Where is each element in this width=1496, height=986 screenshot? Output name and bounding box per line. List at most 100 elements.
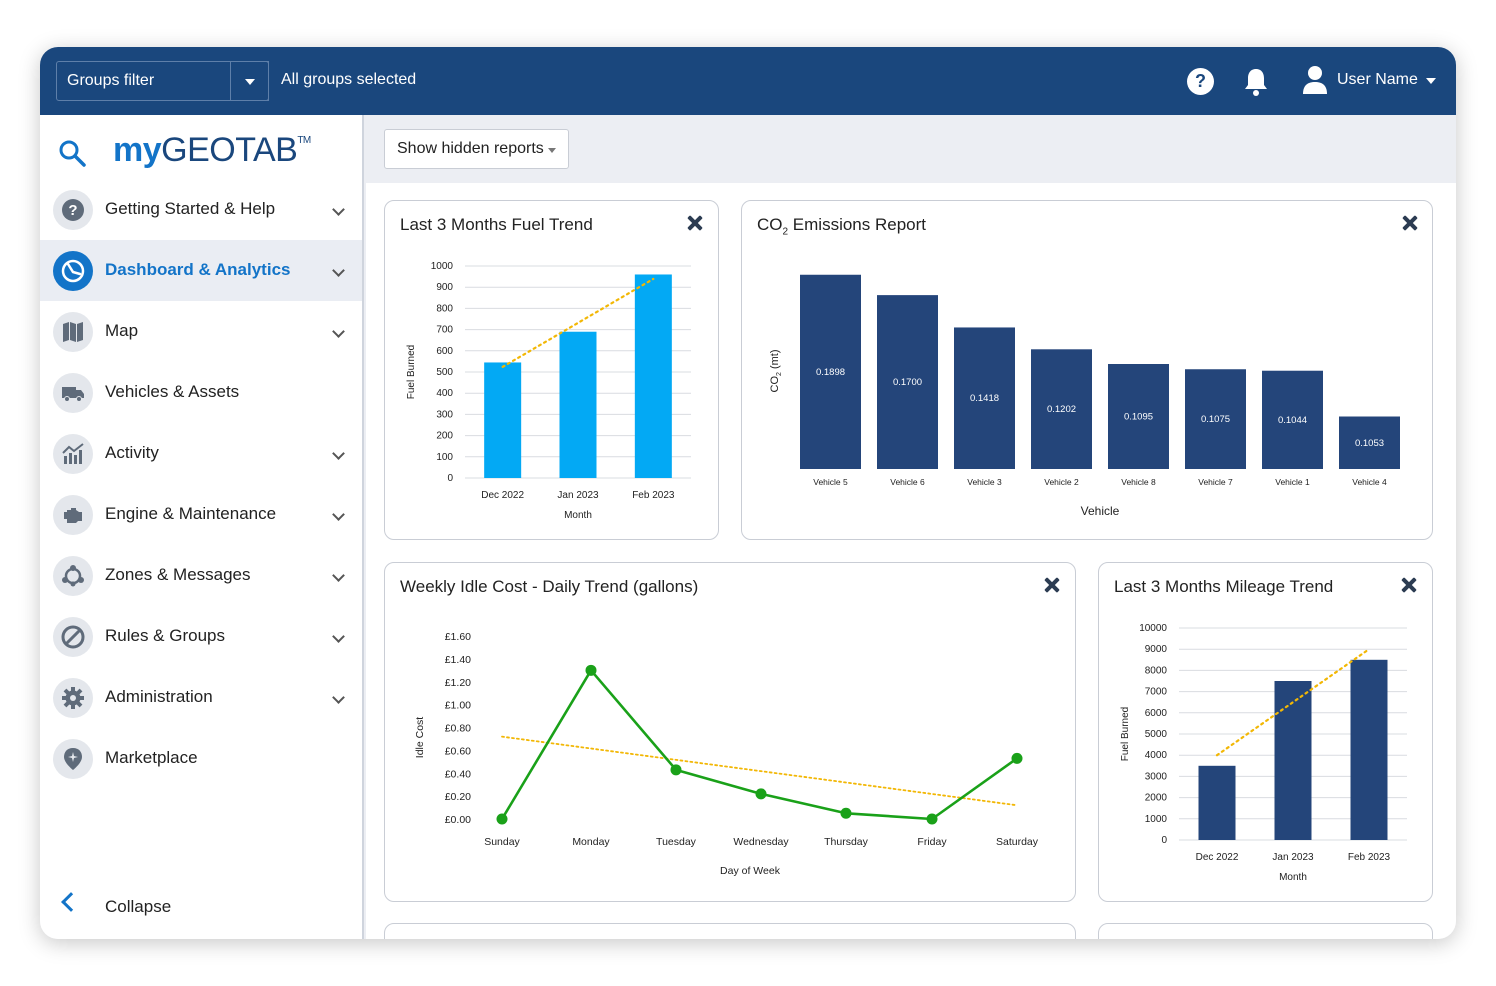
sidebar: myGEOTABTM ? Getting Started & Help Dashbo…: [40, 115, 364, 939]
chevron-down-icon[interactable]: [332, 691, 345, 704]
sidebar-item-label: Rules & Groups: [105, 626, 225, 645]
y-tick-label: 500: [436, 367, 453, 378]
x-tick-label: Vehicle 3: [967, 477, 1002, 487]
data-label: 0.1044: [1278, 415, 1307, 426]
user-name-menu[interactable]: User Name: [1337, 71, 1418, 88]
x-axis-label: Month: [1279, 872, 1307, 883]
x-tick-label: Sunday: [484, 836, 520, 848]
help-icon[interactable]: ?: [1187, 68, 1214, 95]
dashboard-gauge-icon: [53, 251, 93, 291]
data-label: 0.1700: [893, 377, 922, 388]
marketplace-pin-icon: [53, 739, 93, 779]
x-tick-label: Friday: [917, 836, 947, 848]
chevron-down-icon[interactable]: [332, 325, 345, 338]
y-tick-label: £1.20: [445, 677, 471, 689]
sidebar-item-rules-groups[interactable]: Rules & Groups: [40, 606, 362, 667]
y-tick-label: 400: [436, 388, 453, 399]
sidebar-item-label: Getting Started & Help: [105, 199, 276, 218]
x-tick-label: Vehicle 7: [1198, 477, 1233, 487]
chevron-down-icon[interactable]: [332, 203, 345, 216]
chevron-down-icon[interactable]: [332, 508, 345, 521]
groups-filter-dropdown-button[interactable]: [230, 61, 269, 101]
chevron-down-icon[interactable]: [332, 264, 345, 277]
y-tick-label: 300: [436, 409, 453, 420]
sidebar-item-map[interactable]: Map: [40, 301, 362, 362]
data-label: 0.1898: [816, 367, 845, 378]
fuel-trend-card: Last 3 Months Fuel Trend 0 100 200 300 400 50…: [384, 200, 719, 540]
groups-selected-text: All groups selected: [281, 71, 417, 88]
data-point: [755, 788, 767, 800]
mileage-trend-chart: 0 1000 2000 3000 4000 5000 6000 7000 8000 9000 100…: [1120, 623, 1407, 883]
y-tick-label: £1.00: [445, 700, 471, 712]
data-label: 0.1095: [1124, 412, 1153, 423]
sidebar-item-label: Administration: [105, 687, 213, 706]
card-title: Last 3 Months Mileage Trend: [1114, 577, 1334, 596]
y-tick-label: 0: [447, 473, 453, 484]
y-tick-label: £0.20: [445, 791, 471, 803]
sidebar-item-activity[interactable]: Activity: [40, 423, 362, 484]
sidebar-item-marketplace[interactable]: Marketplace: [40, 728, 362, 789]
svg-text:?: ?: [68, 202, 77, 219]
bar: [559, 331, 597, 478]
sidebar-item-dashboard-analytics[interactable]: Dashboard & Analytics: [40, 240, 362, 301]
chevron-down-icon[interactable]: [332, 630, 345, 643]
y-tick-label: 4000: [1145, 750, 1168, 761]
idle-cost-chart: £0.00 £0.20 £0.40 £0.60 £0.80 £1.00 £1.20 £1.40…: [414, 631, 1039, 877]
y-tick-label: 600: [436, 346, 453, 357]
sidebar-item-zones-messages[interactable]: Zones & Messages: [40, 545, 362, 606]
bar: [1274, 681, 1312, 840]
y-tick-label: 10000: [1139, 623, 1167, 634]
y-tick-label: 8000: [1145, 665, 1168, 676]
bar: [1262, 370, 1323, 469]
data-point: [670, 764, 682, 776]
chevron-down-icon[interactable]: [332, 569, 345, 582]
card-title: Weekly Idle Cost - Daily Trend (gallons): [400, 577, 699, 596]
card-title: CO2 Emissions Report: [757, 215, 926, 238]
bar: [1198, 765, 1236, 840]
y-tick-label: £1.40: [445, 654, 471, 666]
truck-icon: [53, 373, 93, 413]
sidebar-item-engine-maintenance[interactable]: Engine & Maintenance: [40, 484, 362, 545]
collapse-button[interactable]: Collapse: [105, 897, 172, 916]
mygeotab-logo[interactable]: myGEOTABTM: [113, 131, 311, 169]
search-icon[interactable]: [58, 139, 86, 167]
co2-emissions-chart: 0.1898 Vehicle 5 0.1700 Vehicle 6 0.1418 Vehi…: [769, 274, 1400, 518]
trendline: [501, 735, 1018, 807]
y-tick-label: £0.60: [445, 745, 471, 757]
x-tick-label: Feb 2023: [1348, 852, 1391, 863]
y-tick-label: 1000: [1145, 814, 1168, 825]
user-icon[interactable]: [1302, 65, 1328, 95]
bar: [1031, 349, 1092, 469]
y-tick-label: £0.80: [445, 723, 471, 735]
data-point: [585, 664, 597, 676]
gear-icon: [53, 678, 93, 718]
y-tick-label: 700: [436, 325, 453, 336]
x-tick-label: Thursday: [824, 836, 869, 848]
x-tick-label: Tuesday: [656, 836, 697, 848]
sidebar-item-vehicles-assets[interactable]: Vehicles & Assets: [40, 362, 362, 423]
y-tick-label: 900: [436, 282, 453, 293]
y-tick-label: £0.40: [445, 768, 471, 780]
y-tick-label: 100: [436, 452, 453, 463]
show-hidden-reports-dropdown[interactable]: Show hidden reports: [384, 129, 569, 169]
bar: [800, 274, 861, 469]
x-tick-label: Dec 2022: [1196, 852, 1239, 863]
chevron-left-icon[interactable]: [61, 892, 81, 912]
y-axis-label: Fuel Burned: [1120, 707, 1131, 761]
activity-chart-icon: [53, 434, 93, 474]
sidebar-item-getting-started-help[interactable]: ? Getting Started & Help: [40, 179, 362, 240]
chevron-down-icon[interactable]: [332, 447, 345, 460]
rules-prohibited-icon: [53, 617, 93, 657]
x-tick-label: Vehicle 2: [1044, 477, 1079, 487]
data-label: 0.1075: [1201, 414, 1230, 425]
sidebar-item-label: Map: [105, 321, 139, 340]
data-label: 0.1418: [970, 393, 999, 404]
x-tick-label: Feb 2023: [632, 490, 675, 501]
sidebar-item-administration[interactable]: Administration: [40, 667, 362, 728]
fuel-trend-chart: 0 100 200 300 400 500 600 700 800 900 1000 Dec 2022…: [406, 261, 691, 521]
bell-icon[interactable]: [1242, 67, 1270, 97]
data-point: [840, 807, 852, 819]
y-axis-label: Fuel Burned: [406, 345, 417, 399]
chevron-down-icon[interactable]: [1426, 78, 1436, 84]
x-tick-label: Vehicle 6: [890, 477, 925, 487]
